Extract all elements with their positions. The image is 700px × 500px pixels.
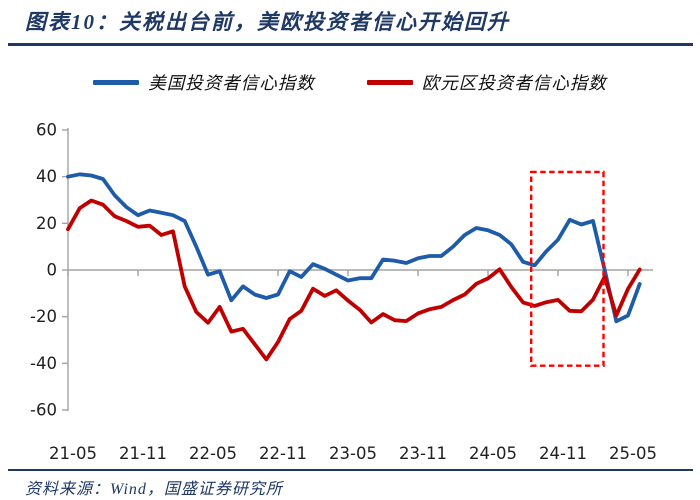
y-tick-label: -40 <box>30 354 57 373</box>
legend-item-eu: 欧元区投资者信心指数 <box>366 70 607 95</box>
chart-title: 图表10：关税出台前，美欧投资者信心开始回升 <box>25 10 510 34</box>
footer-divider-line <box>8 469 693 471</box>
y-tick-label: 40 <box>36 167 57 186</box>
chart-legend: 美国投资者信心指数 欧元区投资者信心指数 <box>0 70 700 95</box>
eu-line-swatch <box>366 80 413 85</box>
x-tick-label: 25-05 <box>609 444 657 463</box>
x-tick-label: 21-05 <box>49 444 97 463</box>
title-divider-line <box>8 43 693 46</box>
x-tick-label: 21-11 <box>119 444 167 463</box>
legend-label-eu: 欧元区投资者信心指数 <box>421 73 607 93</box>
x-tick-label: 24-11 <box>539 444 587 463</box>
y-tick-label: -60 <box>30 401 57 420</box>
y-tick-label: 20 <box>36 214 57 233</box>
legend-label-us: 美国投资者信心指数 <box>148 73 315 93</box>
x-tick-label: 23-05 <box>329 444 377 463</box>
x-tick-label: 22-05 <box>189 444 237 463</box>
x-tick-label: 24-05 <box>469 444 517 463</box>
y-tick-label: 0 <box>47 261 58 280</box>
us-series-line <box>66 172 642 324</box>
eu-series-line <box>66 198 642 362</box>
us-line-swatch <box>93 80 140 85</box>
data-source-note: 资料来源：Wind，国盛证券研究所 <box>25 481 283 498</box>
y-tick-label: 60 <box>36 121 57 140</box>
legend-item-us: 美国投资者信心指数 <box>93 70 315 95</box>
x-tick-label: 23-11 <box>399 444 447 463</box>
highlight-dashed-box <box>530 170 605 367</box>
x-tick-label: 22-11 <box>259 444 307 463</box>
y-tick-label: -20 <box>30 307 57 326</box>
